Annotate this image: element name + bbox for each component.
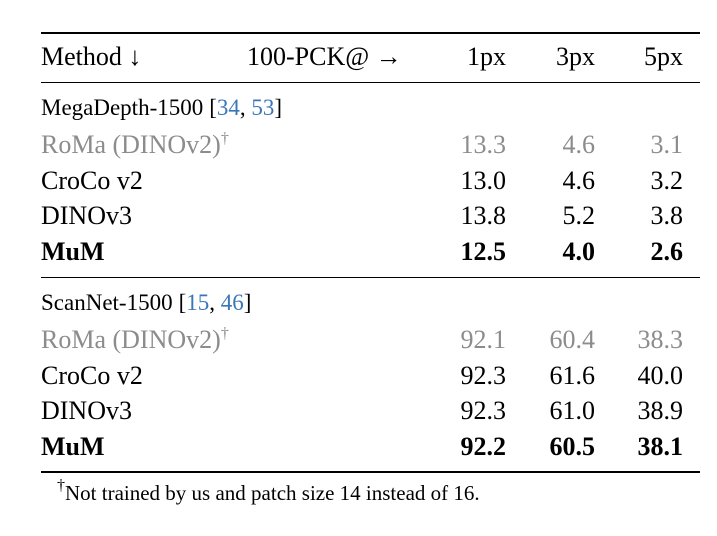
footnote-mark: † [220,325,229,342]
ref-bracket: ] [274,95,283,120]
value-cell: 4.6 [562,130,596,159]
method-text: CroCo v2 [41,360,143,390]
header-col: 3px [556,42,595,71]
method-name: RoMa (DINOv2)† [41,130,229,160]
header-method: Method ↓ [41,42,142,71]
value-cell: 60.4 [549,325,596,354]
method-name: DINOv3 [41,201,132,231]
method-name: DINOv3 [41,396,132,426]
value-cell: 92.1 [460,325,507,354]
value-cell: 13.3 [460,130,507,159]
value-cell: 13.0 [460,165,507,195]
value-cell: 13.8 [460,201,507,230]
ref-sep: , [209,290,221,315]
section-name: ScanNet-1500 [41,290,173,315]
value-cell: 2.6 [650,236,684,266]
citation: 53 [251,95,275,120]
section-title: MegaDepth-1500 [34, 53] [41,93,282,123]
method-text: DINOv3 [41,396,132,425]
method-name: CroCo v2 [41,361,143,391]
method-text: MuM [41,236,105,266]
footnote-text: Not trained by us and patch size 14 inst… [65,481,480,505]
value-cell: 60.5 [549,431,596,461]
section-name: MegaDepth-1500 [41,95,204,120]
header-metric: 100-PCK@ → [247,42,402,71]
value-cell: 38.3 [637,325,684,354]
ref-bracket: [ [178,290,187,315]
value-cell: 3.8 [650,201,684,230]
ref-bracket: ] [243,290,252,315]
footnote-mark: † [57,477,65,494]
citation: 34 [216,95,240,120]
ref-bracket: [ [209,95,217,120]
value-cell: 38.1 [637,431,684,461]
value-cell: 92.3 [460,360,507,390]
header-col: 5px [644,42,683,71]
value-cell: 61.6 [549,360,596,390]
bottom-rule [41,471,700,473]
method-name: MuM [41,237,105,267]
method-text: CroCo v2 [41,165,143,195]
method-name: MuM [41,432,105,462]
citation: 46 [220,290,244,315]
top-rule [41,32,700,34]
footnote-mark: † [220,130,229,147]
value-cell: 92.2 [460,431,507,461]
value-cell: 3.2 [650,165,684,195]
value-cell: 40.0 [637,360,684,390]
method-text: MuM [41,431,105,461]
value-cell: 92.3 [460,396,507,425]
method-name: CroCo v2 [41,166,143,196]
method-text: DINOv3 [41,201,132,230]
mid-rule [41,277,700,278]
method-text: RoMa (DINOv2) [41,325,221,354]
value-cell: 3.1 [650,130,684,159]
method-text: RoMa (DINOv2) [41,130,221,159]
value-cell: 38.9 [637,396,684,425]
mid-rule [41,82,700,83]
value-cell: 12.5 [460,236,507,266]
value-cell: 4.0 [562,236,596,266]
method-name: RoMa (DINOv2)† [41,325,229,355]
header-col: 1px [467,42,506,71]
citation: 15 [186,290,210,315]
value-cell: 4.6 [562,165,596,195]
footnote: †Not trained by us and patch size 14 ins… [57,478,480,508]
value-cell: 61.0 [549,396,596,425]
section-title: ScanNet-1500 [15, 46] [41,288,251,318]
ref-sep: , [239,95,252,120]
value-cell: 5.2 [562,201,596,230]
